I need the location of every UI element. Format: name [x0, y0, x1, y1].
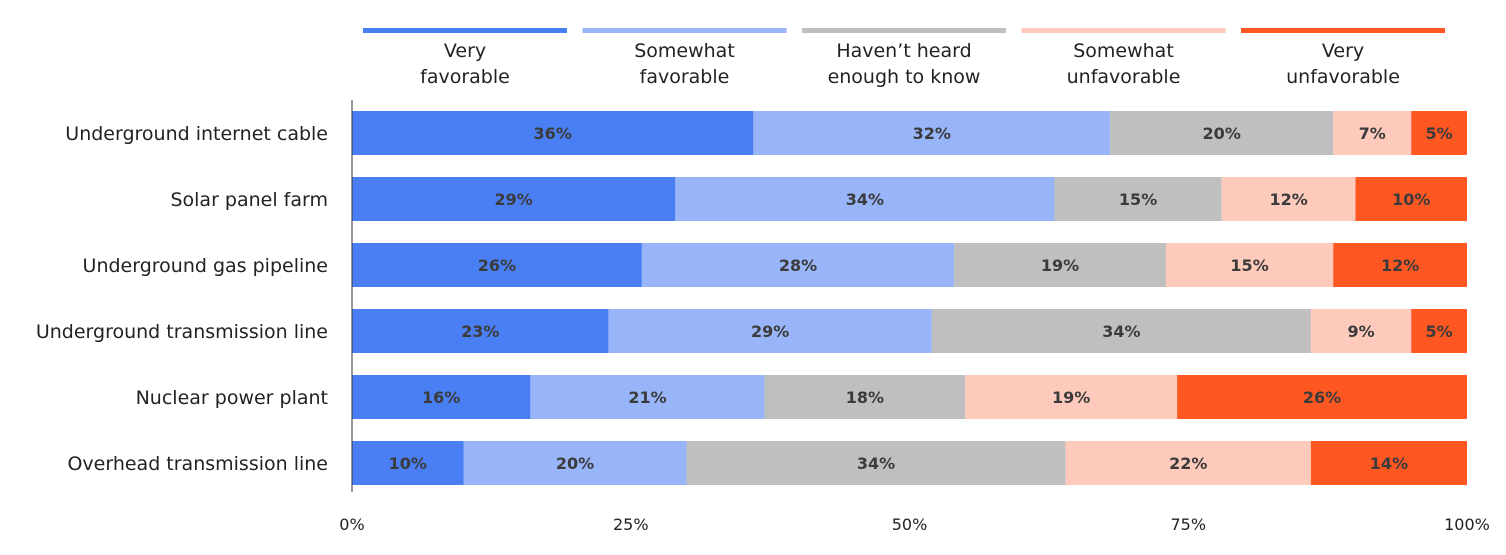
- legend-label-1-1: favorable: [640, 66, 730, 88]
- legend-swatch-1: [582, 28, 787, 33]
- legend-label-1-0: Somewhat: [634, 40, 735, 62]
- legend-label-2-1: enough to know: [828, 66, 981, 88]
- data-label-5-3: 22%: [1169, 454, 1207, 473]
- bar-segment-1-1: [675, 177, 1055, 221]
- data-label-5-4: 14%: [1370, 454, 1408, 473]
- bars: 36% 32% 20% 7% 5% 29% 34% 15% 12% 10% 26% 28% 19% 15%…: [352, 111, 1467, 485]
- data-label-4-0: 16%: [422, 388, 460, 407]
- bar-segment-4-0: [352, 375, 531, 419]
- bar-segment-5-0: [352, 441, 464, 485]
- bar-segment-2-4: [1333, 243, 1467, 287]
- legend-label-3-0: Somewhat: [1073, 40, 1174, 62]
- data-label-0-0: 36%: [534, 124, 572, 143]
- bar-segment-1-2: [1054, 177, 1222, 221]
- data-label-1-1: 34%: [846, 190, 884, 209]
- x-tick-label-2: 50%: [892, 515, 928, 534]
- bar-segment-3-3: [1310, 309, 1412, 353]
- data-label-2-0: 26%: [478, 256, 516, 275]
- data-label-1-3: 12%: [1269, 190, 1307, 209]
- legend-swatch-0: [363, 28, 567, 33]
- x-tick-labels: 0% 25% 50% 75% 100%: [339, 515, 1490, 534]
- data-label-3-0: 23%: [461, 322, 499, 341]
- data-label-2-2: 19%: [1041, 256, 1079, 275]
- data-label-5-1: 20%: [556, 454, 594, 473]
- legend-swatch-2: [802, 28, 1006, 33]
- data-label-0-1: 32%: [913, 124, 951, 143]
- category-label-5: Overhead transmission line: [67, 453, 328, 475]
- data-label-2-4: 12%: [1381, 256, 1419, 275]
- bar-segment-5-2: [686, 441, 1066, 485]
- bar-segment-1-3: [1221, 177, 1356, 221]
- bar-segment-3-1: [608, 309, 932, 353]
- bar-segment-1-4: [1355, 177, 1467, 221]
- bar-segment-0-3: [1333, 111, 1412, 155]
- category-label-2: Underground gas pipeline: [83, 255, 328, 277]
- legend: Very favorable Somewhat favorable Haven’t he…: [363, 28, 1445, 88]
- legend-label-2-0: Haven’t heard: [836, 40, 971, 62]
- bar-segment-5-3: [1065, 441, 1311, 485]
- bar-segment-2-2: [954, 243, 1166, 287]
- data-label-3-1: 29%: [751, 322, 789, 341]
- data-label-3-2: 34%: [1102, 322, 1140, 341]
- category-labels: Underground internet cable Solar panel fa…: [36, 123, 328, 475]
- bar-segment-4-2: [764, 375, 966, 419]
- data-label-4-4: 26%: [1303, 388, 1341, 407]
- bar-segment-4-3: [965, 375, 1178, 419]
- bar-segment-2-1: [641, 243, 955, 287]
- x-tick-label-4: 100%: [1444, 515, 1490, 534]
- data-label-1-2: 15%: [1119, 190, 1157, 209]
- bar-segment-0-0: [352, 111, 754, 155]
- legend-label-4-0: Very: [1322, 40, 1364, 62]
- x-tick-label-1: 25%: [613, 515, 649, 534]
- legend-swatch-3: [1021, 28, 1226, 33]
- data-label-0-4: 5%: [1426, 124, 1453, 143]
- data-label-2-1: 28%: [779, 256, 817, 275]
- bar-segment-4-4: [1177, 375, 1467, 419]
- category-label-4: Nuclear power plant: [136, 387, 328, 409]
- data-label-3-4: 5%: [1426, 322, 1453, 341]
- x-tick-label-3: 75%: [1170, 515, 1206, 534]
- data-label-4-3: 19%: [1052, 388, 1090, 407]
- bar-segment-2-0: [352, 243, 642, 287]
- bar-segment-3-0: [352, 309, 609, 353]
- category-label-1: Solar panel farm: [170, 189, 328, 211]
- data-label-1-4: 10%: [1392, 190, 1430, 209]
- data-label-5-0: 10%: [389, 454, 427, 473]
- data-label-0-3: 7%: [1359, 124, 1386, 143]
- data-label-0-2: 20%: [1203, 124, 1241, 143]
- data-label-4-2: 18%: [846, 388, 884, 407]
- legend-swatch-4: [1241, 28, 1445, 33]
- category-label-3: Underground transmission line: [36, 321, 328, 343]
- legend-label-0-1: favorable: [420, 66, 510, 88]
- bar-segment-0-2: [1110, 111, 1334, 155]
- data-label-2-3: 15%: [1230, 256, 1268, 275]
- legend-label-4-1: unfavorable: [1286, 66, 1400, 88]
- bar-segment-0-1: [753, 111, 1111, 155]
- data-label-5-2: 34%: [857, 454, 895, 473]
- bar-segment-5-4: [1310, 441, 1467, 485]
- legend-label-3-1: unfavorable: [1067, 66, 1181, 88]
- bar-segment-2-3: [1165, 243, 1334, 287]
- bar-segment-3-4: [1411, 309, 1467, 353]
- data-label-1-0: 29%: [495, 190, 533, 209]
- bar-segment-4-1: [530, 375, 765, 419]
- bar-segment-5-1: [463, 441, 687, 485]
- data-label-4-1: 21%: [628, 388, 666, 407]
- x-tick-label-0: 0%: [339, 515, 364, 534]
- bar-segment-0-4: [1411, 111, 1467, 155]
- bar-segment-3-2: [931, 309, 1311, 353]
- data-label-3-3: 9%: [1347, 322, 1374, 341]
- bar-segment-1-0: [352, 177, 676, 221]
- category-label-0: Underground internet cable: [65, 123, 328, 145]
- legend-label-0-0: Very: [444, 40, 486, 62]
